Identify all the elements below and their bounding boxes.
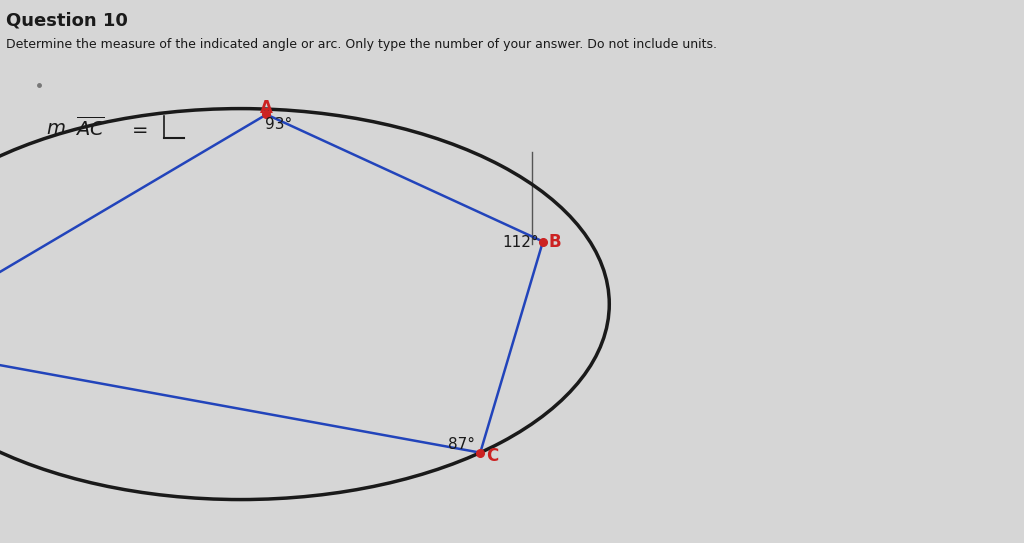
Text: A: A [260,99,272,117]
Text: $m$: $m$ [46,118,66,137]
Text: Determine the measure of the indicated angle or arc. Only type the number of you: Determine the measure of the indicated a… [6,38,717,51]
Text: B: B [549,232,561,250]
Text: 93°: 93° [265,117,293,132]
Text: 112°: 112° [502,235,539,250]
Text: C: C [486,447,499,465]
Text: Question 10: Question 10 [6,12,128,30]
Text: $\overline{AC}$: $\overline{AC}$ [75,116,104,140]
Text: $=$: $=$ [128,118,148,137]
Text: 87°: 87° [449,438,475,452]
